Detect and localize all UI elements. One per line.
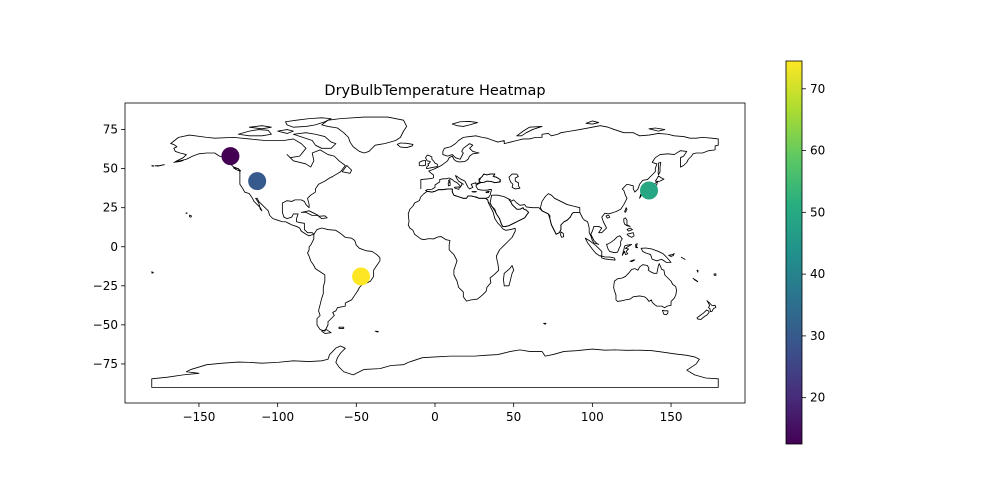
data-point bbox=[352, 267, 370, 285]
x-tick-label: −100 bbox=[261, 410, 294, 424]
x-tick-label: −50 bbox=[344, 410, 369, 424]
colorbar-tick-label: 60 bbox=[810, 144, 825, 158]
coastline-hawaii-2 bbox=[186, 213, 187, 214]
colorbar bbox=[786, 61, 802, 444]
y-tick-label: −75 bbox=[93, 357, 118, 371]
colorbar-tick-label: 50 bbox=[810, 205, 825, 219]
y-tick-label: 50 bbox=[103, 162, 118, 176]
x-tick-label: −150 bbox=[182, 410, 215, 424]
data-point bbox=[248, 172, 266, 190]
y-axis: −75 −50 −25 0 25 50 75 bbox=[93, 123, 125, 371]
x-axis: −150 −100 −50 0 50 100 150 bbox=[182, 403, 682, 424]
x-tick-label: 0 bbox=[431, 410, 439, 424]
data-point bbox=[221, 147, 239, 165]
y-tick-label: −25 bbox=[93, 279, 118, 293]
x-tick-label: 100 bbox=[581, 410, 604, 424]
colorbar-axis: 20 30 40 50 60 70 bbox=[802, 82, 825, 405]
chart-title: DryBulbTemperature Heatmap bbox=[324, 83, 545, 99]
x-tick-label: 50 bbox=[506, 410, 521, 424]
y-tick-label: 25 bbox=[103, 201, 118, 215]
coastline-aleutians-3 bbox=[152, 166, 154, 167]
x-tick-label: 150 bbox=[660, 410, 683, 424]
colorbar-tick-label: 40 bbox=[810, 267, 825, 281]
y-tick-label: −50 bbox=[93, 318, 118, 332]
y-tick-label: 0 bbox=[110, 240, 118, 254]
plot-area bbox=[125, 103, 745, 403]
colorbar-tick-label: 30 bbox=[810, 329, 825, 343]
coastline-kamchatka-islands bbox=[152, 272, 154, 274]
data-point bbox=[640, 182, 658, 200]
y-tick-label: 75 bbox=[103, 123, 118, 137]
colorbar-tick-label: 20 bbox=[810, 391, 825, 405]
colorbar-tick-label: 70 bbox=[810, 82, 825, 96]
